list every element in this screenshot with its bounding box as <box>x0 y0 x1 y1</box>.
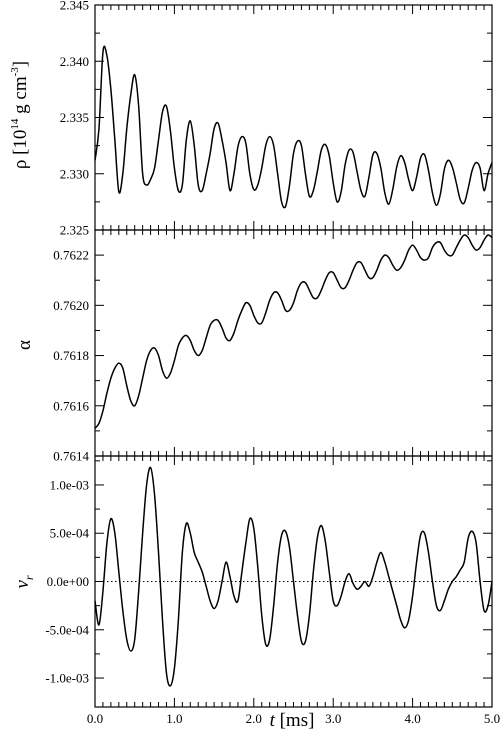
alpha-panel: 0.7614 0.7616 0.7618 0.7620 0.7622 α <box>14 229 493 464</box>
velocity-ytick-label: 5.0e-04 <box>50 526 90 541</box>
density-ytick-label: 2.325 <box>60 223 89 238</box>
velocity-ytick-label: 1.0e-03 <box>50 477 89 492</box>
time-xtick-label: 1.0 <box>166 711 182 726</box>
velocity-axis-ticks <box>94 456 493 707</box>
density-ytick-label: 2.330 <box>60 166 89 181</box>
alpha-ytick-label: 0.7622 <box>53 248 89 263</box>
time-xtick-label: 5.0 <box>484 711 500 726</box>
alpha-curve <box>94 234 493 429</box>
density-axis-ticks <box>94 4 493 231</box>
density-ytick-labels: 2.325 2.330 2.335 2.340 2.345 <box>60 0 89 238</box>
density-ytick-label: 2.335 <box>60 110 89 125</box>
velocity-ytick-labels: -1.0e-03 -5.0e-04 0.0e+00 5.0e-04 1.0e-03 <box>45 477 89 685</box>
alpha-ytick-label: 0.7616 <box>53 398 89 413</box>
velocity-curve <box>94 466 493 687</box>
time-axis-label: t [ms] <box>270 710 315 731</box>
alpha-axis-ticks <box>94 230 493 457</box>
velocity-ytick-label: -1.0e-03 <box>45 671 89 686</box>
alpha-ytick-labels: 0.7614 0.7616 0.7618 0.7620 0.7622 <box>53 248 89 464</box>
time-xtick-label: 0.0 <box>87 711 103 726</box>
time-xtick-label: 3.0 <box>325 711 341 726</box>
time-xtick-label: 2.0 <box>246 711 262 726</box>
time-xtick-label: 4.0 <box>404 711 420 726</box>
velocity-panel: -1.0e-03 -5.0e-04 0.0e+00 5.0e-04 1.0e-03 0.… <box>12 455 500 731</box>
velocity-ytick-label: 0.0e+00 <box>47 574 89 589</box>
density-panel: 2.325 2.330 2.335 2.340 2.345 ρ [1014 g cm-3… <box>9 0 493 238</box>
density-curve <box>94 45 493 209</box>
alpha-ytick-label: 0.7620 <box>53 298 89 313</box>
velocity-axis-label: vr <box>12 575 36 588</box>
density-plot-frame <box>94 4 493 231</box>
alpha-axis-label: α <box>14 340 35 350</box>
alpha-ytick-label: 0.7618 <box>53 348 89 363</box>
alpha-plot-frame <box>94 229 493 457</box>
alpha-ytick-label: 0.7614 <box>53 449 89 464</box>
time-xtick-labels: 0.0 1.0 2.0 3.0 4.0 5.0 <box>87 711 500 726</box>
density-ytick-label: 2.345 <box>60 0 89 13</box>
density-axis-label: ρ [1014 g cm-3] <box>9 61 31 169</box>
velocity-ytick-label: -5.0e-04 <box>45 622 89 637</box>
density-ytick-label: 2.340 <box>60 54 89 69</box>
